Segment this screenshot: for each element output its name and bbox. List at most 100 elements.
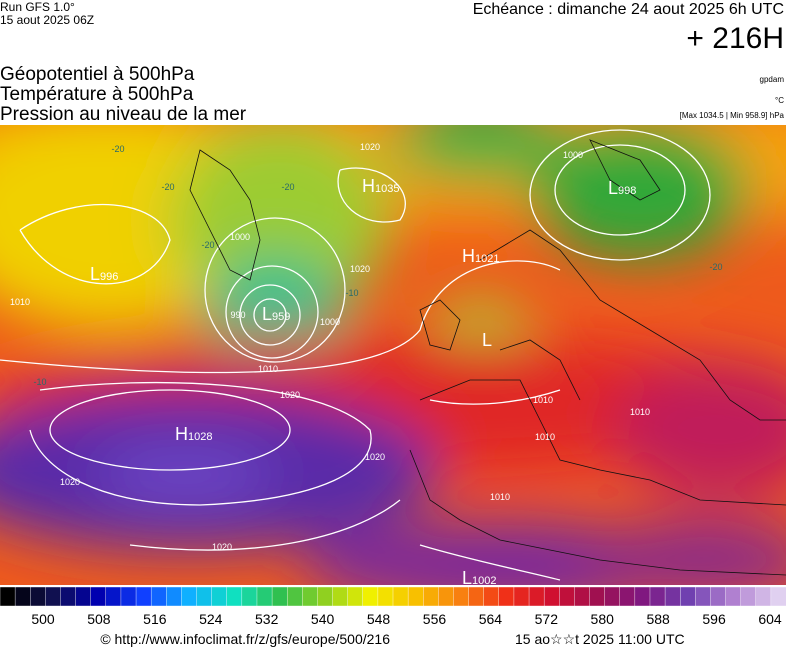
colorbar-tick-label: 508 — [87, 611, 111, 627]
center-value: 1002 — [472, 575, 496, 587]
colorbar-swatch — [302, 586, 318, 607]
colorbar-swatch — [649, 586, 666, 607]
colorbar-swatch — [105, 586, 122, 607]
pressure-center: L1002 — [462, 568, 497, 588]
colorbar-swatch — [679, 586, 696, 607]
colorbar-swatch — [181, 586, 197, 607]
colorbar-tick-label: 516 — [143, 611, 167, 627]
temperature-label: -20 — [201, 240, 214, 250]
isobar-label: 1000 — [230, 232, 250, 242]
colorbar-swatch — [196, 586, 213, 607]
isobar-label: 1000 — [320, 317, 340, 327]
colorbar-swatch — [135, 586, 152, 607]
colorbar-swatch — [604, 586, 621, 607]
colorbar-swatch — [362, 586, 379, 607]
colorbar-swatch — [589, 586, 606, 607]
pressure-center: H1028 — [175, 424, 212, 444]
colorbar-tick-label: 540 — [311, 611, 335, 627]
colorbar-tick-label: 596 — [702, 611, 726, 627]
isobar-label: 1010 — [10, 297, 30, 307]
isobar-label: 1010 — [630, 407, 650, 417]
colorbar-swatch — [513, 586, 530, 607]
center-letter: L — [608, 178, 618, 198]
temperature-label: -20 — [709, 262, 722, 272]
colorbar-swatch — [453, 586, 470, 607]
colorbar-swatch — [120, 586, 137, 607]
colorbar-swatch — [286, 586, 303, 607]
pressure-center: L959 — [262, 304, 290, 324]
colorbar-swatch — [740, 586, 757, 607]
center-letter: L — [482, 330, 492, 350]
colorbar-swatch — [634, 586, 651, 607]
colorbar-swatch — [559, 586, 575, 607]
colorbar-tick-label: 532 — [255, 611, 279, 627]
temperature-label: -10 — [345, 288, 358, 298]
temperature-label: -20 — [161, 182, 174, 192]
colorbar-swatch — [332, 586, 349, 607]
colorbar-swatch — [498, 586, 515, 607]
isobar-label: 1000 — [563, 150, 583, 160]
lead-time: + 216H — [686, 22, 784, 55]
colorbar-swatch — [574, 586, 591, 607]
isobar-label: 1010 — [535, 432, 555, 442]
colorbar-swatch — [438, 586, 454, 607]
unit-label: gpdam — [760, 75, 785, 84]
isobar-label: 1010 — [258, 364, 278, 374]
center-value: 1035 — [375, 183, 399, 195]
colorbar-swatch — [75, 586, 92, 607]
valid-time: Echéance : dimanche 24 aout 2025 6h UTC — [473, 1, 784, 18]
title-line: Température à 500hPa — [0, 84, 194, 105]
colorbar-swatch — [14, 586, 31, 607]
colorbar-swatch — [392, 586, 409, 607]
colorbar-swatch — [45, 586, 61, 607]
colorbar-swatch — [725, 586, 742, 607]
center-letter: L — [462, 568, 472, 588]
pressure-center: L996 — [90, 264, 118, 284]
isobar-label: 1020 — [350, 264, 370, 274]
colorbar-tick-label: 572 — [535, 611, 559, 627]
colorbar-tick-label: 588 — [646, 611, 670, 627]
colorbar-swatch — [483, 586, 500, 607]
center-value: 998 — [618, 185, 636, 197]
center-letter: L — [90, 264, 100, 284]
colorbar-tick-label: 556 — [423, 611, 447, 627]
colorbar-tick-label: 500 — [31, 611, 55, 627]
colorbar-swatch — [347, 586, 364, 607]
colorbar-swatch — [211, 586, 228, 607]
colorbar-swatch — [710, 586, 727, 607]
colorbar-tick-label: 524 — [199, 611, 223, 627]
title-line: Pression au niveau de la mer — [0, 104, 247, 125]
colorbar-swatch — [755, 586, 772, 607]
pressure-center: H1021 — [462, 246, 499, 266]
colorbar-swatch — [619, 586, 636, 607]
map-field — [0, 125, 786, 585]
temperature-label: -20 — [281, 182, 294, 192]
colorbar-swatch — [150, 586, 167, 607]
colorbar-swatch — [543, 586, 560, 607]
center-value: 1021 — [475, 253, 499, 265]
colorbar-swatch — [241, 586, 258, 607]
isobar-label: 1020 — [212, 542, 232, 552]
temperature-label: -10 — [33, 377, 46, 387]
colorbar-swatch — [60, 586, 77, 607]
isobar-label: 1010 — [533, 395, 553, 405]
colorbar-swatch — [423, 586, 439, 607]
colorbar-swatch — [695, 586, 711, 607]
unit-label: °C — [775, 96, 784, 105]
colorbar-swatch — [317, 586, 334, 607]
footer-source: © http://www.infoclimat.fr/z/gfs/europe/… — [100, 631, 390, 647]
colorbar-swatch — [30, 586, 46, 607]
center-letter: L — [262, 304, 272, 324]
run-label: Run GFS 1.0° — [0, 0, 75, 14]
footer-date: 15 ao☆☆t 2025 11:00 UTC — [515, 631, 685, 647]
colorbar-swatch — [0, 586, 16, 607]
colorbar-tick-label: 548 — [367, 611, 391, 627]
center-value: 996 — [100, 271, 118, 283]
center-letter: H — [462, 246, 475, 266]
colorbar-swatch — [90, 586, 107, 607]
colorbar-swatch — [770, 586, 786, 607]
colorbar: 500 508 516 524 532 540 548 556 564 572 580 588 596 6… — [0, 586, 786, 627]
colorbar-swatch — [166, 586, 182, 607]
colorbar-swatch — [271, 586, 288, 607]
isobar-label: 1020 — [280, 390, 300, 400]
